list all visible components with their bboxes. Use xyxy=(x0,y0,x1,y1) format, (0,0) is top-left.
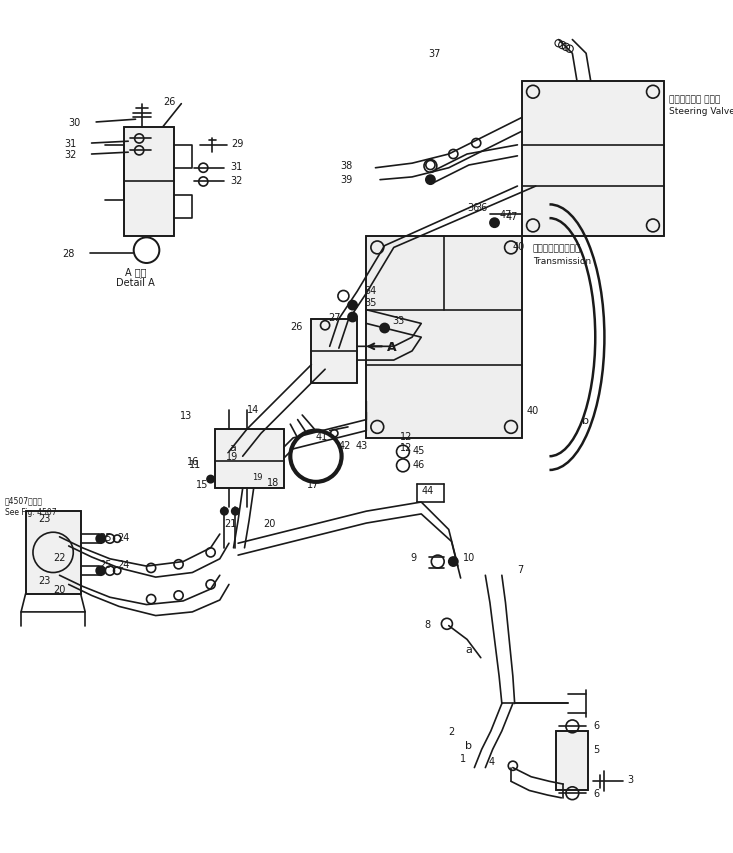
Circle shape xyxy=(207,476,214,483)
Bar xyxy=(522,82,664,237)
Text: 47: 47 xyxy=(499,209,512,219)
Text: A 詳細: A 詳細 xyxy=(125,267,147,277)
Text: 6: 6 xyxy=(594,720,600,729)
Text: 19: 19 xyxy=(252,473,262,481)
Bar xyxy=(26,512,81,594)
Text: 20: 20 xyxy=(54,584,66,595)
Text: 15: 15 xyxy=(196,479,209,489)
Text: 23: 23 xyxy=(38,514,51,524)
Text: 21: 21 xyxy=(224,519,236,529)
Bar xyxy=(26,512,81,594)
Text: 40: 40 xyxy=(526,406,539,416)
Text: 37: 37 xyxy=(429,49,441,59)
Text: 16: 16 xyxy=(188,456,199,467)
Text: See Fig. 4507: See Fig. 4507 xyxy=(4,507,56,516)
Text: 24: 24 xyxy=(118,532,130,543)
Text: 22: 22 xyxy=(54,552,66,562)
Text: 32: 32 xyxy=(64,150,76,160)
Bar xyxy=(556,731,588,791)
Bar xyxy=(312,320,357,384)
Text: 40: 40 xyxy=(513,241,525,252)
Text: 3: 3 xyxy=(627,774,633,784)
Text: Transmission: Transmission xyxy=(533,257,591,265)
Bar xyxy=(366,237,522,438)
Text: a: a xyxy=(465,644,472,653)
Circle shape xyxy=(96,535,106,543)
Text: b: b xyxy=(465,740,472,750)
Text: 26: 26 xyxy=(163,96,175,107)
Text: 25: 25 xyxy=(99,560,111,570)
Text: ステアリング バルブ: ステアリング バルブ xyxy=(668,96,720,104)
Text: 39: 39 xyxy=(340,175,353,184)
Text: 28: 28 xyxy=(62,248,75,258)
Bar xyxy=(124,127,174,237)
Bar xyxy=(366,237,522,438)
Text: Steering Valve: Steering Valve xyxy=(668,107,733,116)
Bar xyxy=(556,731,588,791)
Bar xyxy=(216,429,284,489)
Text: 笥4507図参照: 笥4507図参照 xyxy=(4,496,43,505)
Circle shape xyxy=(96,566,106,576)
Text: 11: 11 xyxy=(189,459,202,469)
Text: 34: 34 xyxy=(364,285,377,295)
Text: 44: 44 xyxy=(421,485,433,496)
Circle shape xyxy=(232,508,239,515)
Circle shape xyxy=(490,219,499,228)
Text: 8: 8 xyxy=(424,619,430,629)
Text: 30: 30 xyxy=(69,118,81,128)
Text: 24: 24 xyxy=(118,560,130,570)
Text: 18: 18 xyxy=(267,478,279,487)
Text: 32: 32 xyxy=(231,176,243,185)
Text: 36: 36 xyxy=(475,203,487,213)
Text: Detail A: Detail A xyxy=(116,278,155,287)
Text: 7: 7 xyxy=(517,564,523,574)
Text: 10: 10 xyxy=(463,552,475,562)
Text: 14: 14 xyxy=(247,404,259,414)
Text: 45: 45 xyxy=(412,445,424,456)
Circle shape xyxy=(348,313,357,322)
Text: 4: 4 xyxy=(488,757,495,766)
Text: 23: 23 xyxy=(38,575,51,585)
Text: 6: 6 xyxy=(594,788,600,798)
Text: 27: 27 xyxy=(328,313,340,322)
Text: A: A xyxy=(387,340,397,353)
Text: 31: 31 xyxy=(64,139,76,149)
Circle shape xyxy=(449,557,458,566)
Text: 12: 12 xyxy=(399,432,412,442)
Circle shape xyxy=(380,324,389,334)
Text: b: b xyxy=(581,415,589,425)
Bar xyxy=(312,320,357,384)
Text: 33: 33 xyxy=(392,316,404,325)
Bar xyxy=(124,127,174,237)
Text: 26: 26 xyxy=(290,322,302,332)
Text: 35: 35 xyxy=(364,298,377,308)
Circle shape xyxy=(221,508,228,515)
Text: 36: 36 xyxy=(467,203,479,213)
Text: 25: 25 xyxy=(99,532,111,543)
Text: 19: 19 xyxy=(226,452,238,461)
Text: 13: 13 xyxy=(180,410,192,421)
Text: 1: 1 xyxy=(460,753,466,763)
Text: 31: 31 xyxy=(231,162,243,171)
Text: 17: 17 xyxy=(307,479,319,489)
Text: 5: 5 xyxy=(594,745,600,754)
Text: 9: 9 xyxy=(410,552,416,562)
Text: 29: 29 xyxy=(231,139,243,149)
Bar xyxy=(216,429,284,489)
Text: 43: 43 xyxy=(356,441,367,450)
Text: 2: 2 xyxy=(449,726,455,736)
Text: 12: 12 xyxy=(399,443,412,453)
Text: 41: 41 xyxy=(316,432,328,442)
Text: a: a xyxy=(229,443,236,453)
Text: 42: 42 xyxy=(339,441,351,450)
Text: トランスミッション: トランスミッション xyxy=(533,244,581,252)
Circle shape xyxy=(426,176,435,185)
Text: 20: 20 xyxy=(264,519,276,529)
Circle shape xyxy=(348,301,357,310)
Text: 38: 38 xyxy=(340,161,353,171)
Text: 47: 47 xyxy=(506,212,518,222)
Text: 46: 46 xyxy=(412,459,424,469)
Bar xyxy=(522,82,664,237)
